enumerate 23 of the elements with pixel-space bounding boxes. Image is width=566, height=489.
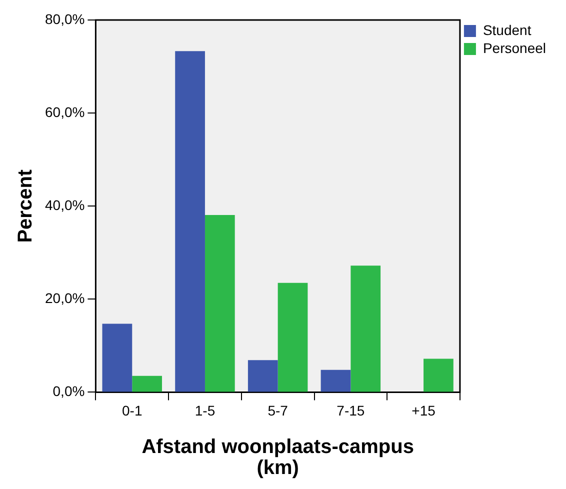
x-tick-label: 1-5 [194,402,216,418]
x-tick-label: 5-7 [268,402,288,418]
y-tick-label: 40,0% [44,196,85,213]
legend-label: Personeel [482,40,546,56]
bar [248,360,278,392]
bar [204,214,235,392]
x-tick-label: 7-15 [336,402,365,418]
bar [278,282,308,392]
x-axis-title: Afstand woonplaats-campus (km) [142,436,414,480]
y-tick-label: 80,0% [44,10,85,27]
bar [350,266,381,392]
bar [132,376,162,392]
y-tick-label: 0,0% [52,383,85,400]
bar [424,358,454,392]
x-tick-label: 0-1 [122,402,142,418]
bar [320,370,351,392]
legend-label: Student [482,22,532,38]
bar [102,324,132,392]
bar [175,51,205,392]
y-axis-title: Percent [14,169,37,243]
y-tick-label: 20,0% [44,290,85,306]
y-tick-label: 60,0% [44,104,85,120]
x-tick-label: +15 [412,402,436,418]
